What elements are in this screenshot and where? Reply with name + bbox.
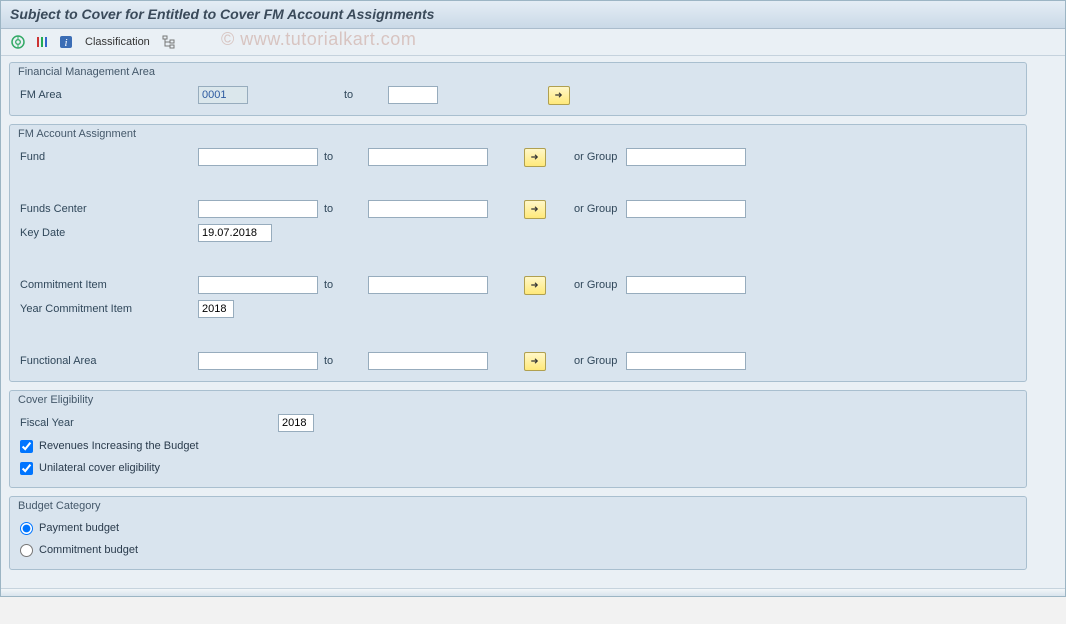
revenues-label: Revenues Increasing the Budget <box>39 440 199 452</box>
classification-button[interactable]: Classification <box>81 36 154 48</box>
functional-area-from-input[interactable] <box>198 352 318 370</box>
group-fm-account-assignment: FM Account Assignment Fund to or Group F… <box>9 124 1027 382</box>
functional-area-group-input[interactable] <box>626 352 746 370</box>
or-group-label: or Group <box>546 355 626 367</box>
to-label: to <box>318 355 368 367</box>
label-fund: Fund <box>18 151 198 163</box>
row-funds-center: Funds Center to or Group <box>18 197 1018 221</box>
functional-area-to-input[interactable] <box>368 352 488 370</box>
or-group-label: or Group <box>546 203 626 215</box>
row-key-date: Key Date <box>18 221 1018 245</box>
multi-select-icon[interactable] <box>524 200 546 219</box>
unilateral-checkbox[interactable] <box>20 462 33 475</box>
svg-text:i: i <box>64 37 67 49</box>
sap-window: Subject to Cover for Entitled to Cover F… <box>0 0 1066 597</box>
fm-area-to-input[interactable] <box>388 86 438 104</box>
to-label: to <box>318 151 368 163</box>
funds-center-group-input[interactable] <box>626 200 746 218</box>
commitment-budget-radio[interactable] <box>20 544 33 557</box>
commitment-item-group-input[interactable] <box>626 276 746 294</box>
radio-row-payment[interactable]: Payment budget <box>18 517 1018 539</box>
label-funds-center: Funds Center <box>18 203 198 215</box>
multi-select-icon[interactable] <box>524 148 546 167</box>
row-fm-area: FM Area to <box>18 83 1018 107</box>
payment-budget-label: Payment budget <box>39 522 119 534</box>
key-date-input[interactable] <box>198 224 272 242</box>
bottom-strip <box>1 588 1065 596</box>
fund-group-input[interactable] <box>626 148 746 166</box>
row-fund: Fund to or Group <box>18 145 1018 169</box>
funds-center-from-input[interactable] <box>198 200 318 218</box>
to-label: to <box>318 279 368 291</box>
fund-to-input[interactable] <box>368 148 488 166</box>
fm-area-from-input[interactable] <box>198 86 248 104</box>
unilateral-label: Unilateral cover eligibility <box>39 462 160 474</box>
label-key-date: Key Date <box>18 227 198 239</box>
label-fiscal-year: Fiscal Year <box>18 417 278 429</box>
variant-icon[interactable] <box>33 33 51 51</box>
label-commitment-item: Commitment Item <box>18 279 198 291</box>
row-fiscal-year: Fiscal Year <box>18 411 1018 435</box>
multi-select-icon[interactable] <box>548 86 570 105</box>
year-commitment-input[interactable] <box>198 300 234 318</box>
or-group-label: or Group <box>546 279 626 291</box>
row-functional-area: Functional Area to or Group <box>18 349 1018 373</box>
commitment-item-to-input[interactable] <box>368 276 488 294</box>
group-title: Budget Category <box>18 497 1018 517</box>
window-title: Subject to Cover for Entitled to Cover F… <box>10 6 434 22</box>
multi-select-icon[interactable] <box>524 352 546 371</box>
to-label: to <box>318 203 368 215</box>
group-title: FM Account Assignment <box>18 125 1018 145</box>
group-financial-management-area: Financial Management Area FM Area to <box>9 62 1027 116</box>
toolbar: i Classification <box>1 29 1065 56</box>
label-functional-area: Functional Area <box>18 355 198 367</box>
content-area: Financial Management Area FM Area to FM … <box>1 56 1065 588</box>
fiscal-year-input[interactable] <box>278 414 314 432</box>
checkbox-row-unilateral[interactable]: Unilateral cover eligibility <box>18 457 1018 479</box>
commitment-item-from-input[interactable] <box>198 276 318 294</box>
execute-icon[interactable] <box>9 33 27 51</box>
label-year-commitment: Year Commitment Item <box>18 303 198 315</box>
group-cover-eligibility: Cover Eligibility Fiscal Year Revenues I… <box>9 390 1027 488</box>
tree-icon[interactable] <box>160 33 178 51</box>
group-budget-category: Budget Category Payment budget Commitmen… <box>9 496 1027 570</box>
label-fm-area: FM Area <box>18 89 198 101</box>
multi-select-icon[interactable] <box>524 276 546 295</box>
checkbox-row-revenues[interactable]: Revenues Increasing the Budget <box>18 435 1018 457</box>
title-bar: Subject to Cover for Entitled to Cover F… <box>1 1 1065 29</box>
group-title: Cover Eligibility <box>18 391 1018 411</box>
row-year-commitment: Year Commitment Item <box>18 297 1018 321</box>
fund-from-input[interactable] <box>198 148 318 166</box>
payment-budget-radio[interactable] <box>20 522 33 535</box>
funds-center-to-input[interactable] <box>368 200 488 218</box>
or-group-label: or Group <box>546 151 626 163</box>
radio-row-commitment[interactable]: Commitment budget <box>18 539 1018 561</box>
group-title: Financial Management Area <box>18 63 1018 83</box>
commitment-budget-label: Commitment budget <box>39 544 138 556</box>
to-label: to <box>338 89 388 101</box>
row-commitment-item: Commitment Item to or Group <box>18 273 1018 297</box>
info-icon[interactable]: i <box>57 33 75 51</box>
revenues-checkbox[interactable] <box>20 440 33 453</box>
